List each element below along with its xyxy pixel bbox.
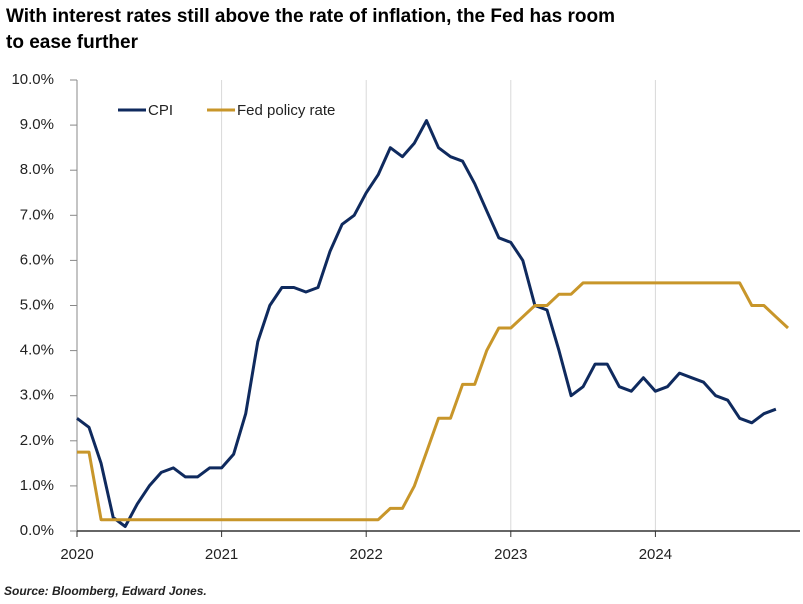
x-tick-label: 2022: [350, 546, 383, 563]
y-tick-label: 9.0%: [20, 116, 54, 133]
y-tick-label: 3.0%: [20, 387, 54, 404]
source-note: Source: Bloomberg, Edward Jones.: [4, 584, 207, 598]
x-tick-label: 2024: [639, 546, 672, 563]
y-tick-label: 8.0%: [20, 161, 54, 178]
y-tick-label: 1.0%: [20, 477, 54, 494]
x-tick-label: 2021: [205, 546, 238, 563]
line-series: [77, 281, 790, 522]
y-tick-label: 7.0%: [20, 206, 54, 223]
y-tick-label: 4.0%: [20, 342, 54, 359]
x-tick-label: 2023: [494, 546, 527, 563]
x-tick-label: 2020: [60, 546, 93, 563]
y-tick-label: 0.0%: [20, 522, 54, 539]
y-tick-label: 6.0%: [20, 251, 54, 268]
y-tick-label: 5.0%: [20, 296, 54, 313]
chart-title: With interest rates still above the rate…: [6, 6, 615, 53]
y-tick-label: 2.0%: [20, 432, 54, 449]
line-series: [76, 119, 777, 528]
legend-label: CPI: [148, 102, 173, 119]
y-tick-label: 10.0%: [11, 71, 54, 88]
legend-label: Fed policy rate: [237, 102, 335, 119]
